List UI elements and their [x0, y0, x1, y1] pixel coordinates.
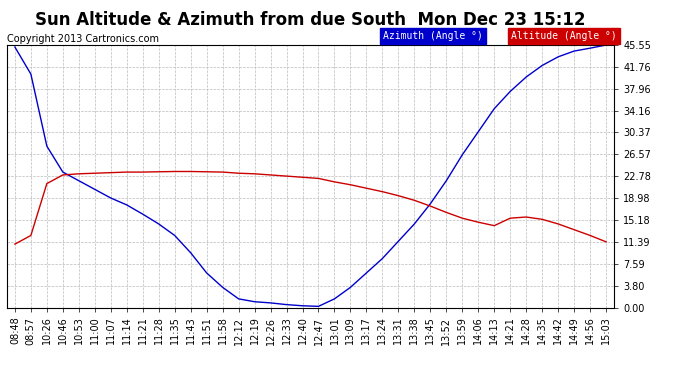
Text: Copyright 2013 Cartronics.com: Copyright 2013 Cartronics.com: [7, 34, 159, 44]
Text: Altitude (Angle °): Altitude (Angle °): [511, 31, 617, 41]
Text: Sun Altitude & Azimuth from due South  Mon Dec 23 15:12: Sun Altitude & Azimuth from due South Mo…: [35, 11, 586, 29]
Text: Azimuth (Angle °): Azimuth (Angle °): [384, 31, 483, 41]
